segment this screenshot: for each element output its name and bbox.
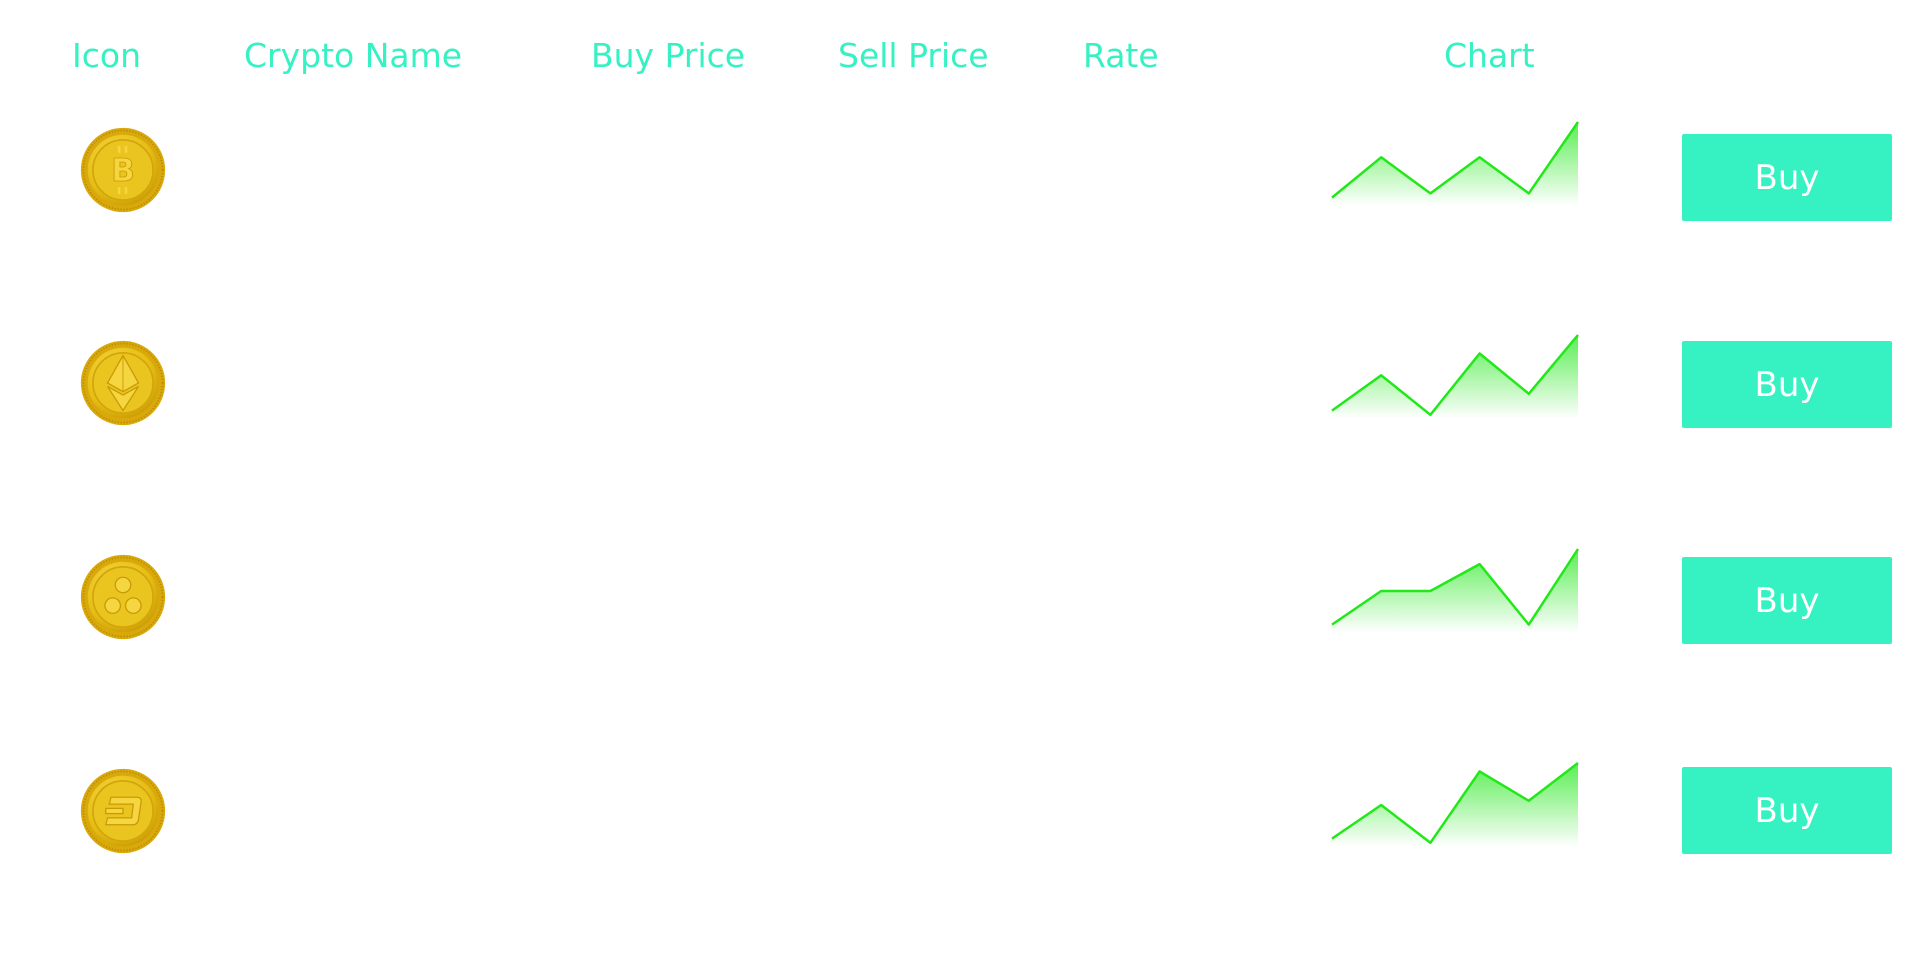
header-sell-price: Sell Price [838, 36, 989, 75]
table-row: Buy [0, 329, 1920, 439]
sparkline-line [1331, 762, 1579, 845]
buy-button[interactable]: Buy [1682, 767, 1892, 854]
sparkline-chart [1331, 762, 1579, 847]
bitcoin-coin-icon: B [80, 127, 166, 213]
header-rate: Rate [1083, 36, 1159, 75]
dash-coin-icon [80, 768, 166, 854]
table-row: Buy [0, 543, 1920, 653]
sparkline-chart [1331, 121, 1580, 206]
table-row: Buy [0, 757, 1920, 867]
header-icon: Icon [72, 36, 141, 75]
ethereum-coin-icon [80, 340, 166, 426]
sparkline-area [1332, 763, 1578, 847]
buy-button[interactable]: Buy [1682, 134, 1892, 221]
buy-button[interactable]: Buy [1682, 341, 1892, 428]
header-chart: Chart [1444, 36, 1535, 75]
sparkline-chart [1331, 548, 1580, 633]
sparkline-area [1332, 335, 1578, 419]
svg-text:B: B [111, 153, 135, 189]
buy-button[interactable]: Buy [1682, 557, 1892, 644]
header-buy-price: Buy Price [591, 36, 746, 75]
sparkline-chart [1331, 334, 1579, 419]
header-crypto-name: Crypto Name [244, 36, 463, 75]
sparkline-line [1331, 121, 1580, 199]
sparkline-line [1331, 548, 1580, 626]
sparkline-area [1332, 549, 1578, 633]
sparkline-area [1332, 122, 1578, 206]
ripple-coin-icon [80, 554, 166, 640]
sparkline-line [1331, 334, 1579, 417]
table-row: B Buy [0, 116, 1920, 226]
